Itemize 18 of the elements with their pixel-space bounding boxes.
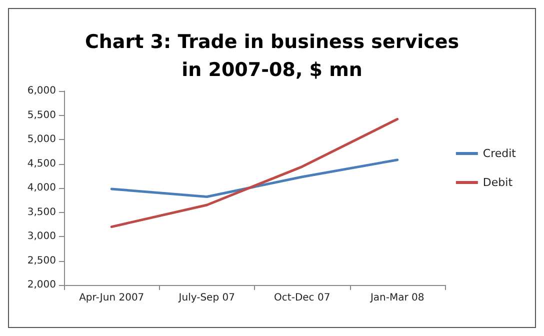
- legend-label: Credit: [482, 147, 517, 160]
- y-tick-label: 4,000: [27, 182, 56, 194]
- y-tick-label: 5,500: [27, 110, 56, 121]
- x-tick-label: July-Sep 07: [178, 292, 235, 304]
- y-tick-label: 2,000: [27, 280, 56, 290]
- x-tick-label: Jan-Mar 08: [369, 292, 424, 304]
- legend-label: Debit: [482, 176, 514, 189]
- line-series: [110, 158, 399, 198]
- y-tick-label: 3,000: [27, 231, 56, 242]
- y-tick-label: 6,000: [27, 86, 56, 96]
- line-series: [110, 118, 399, 228]
- chart-title: Chart 3: Trade in business services in 2007-08, $ mn: [84, 31, 460, 81]
- y-tick-label: 5,000: [27, 134, 56, 145]
- y-tick-label: 3,500: [27, 206, 56, 218]
- x-tick-label: Apr-Jun 2007: [79, 292, 144, 304]
- x-tick-label: Oct-Dec 07: [274, 292, 330, 304]
- y-tick-label: 2,500: [27, 255, 56, 266]
- y-tick-label: 4,500: [27, 158, 56, 170]
